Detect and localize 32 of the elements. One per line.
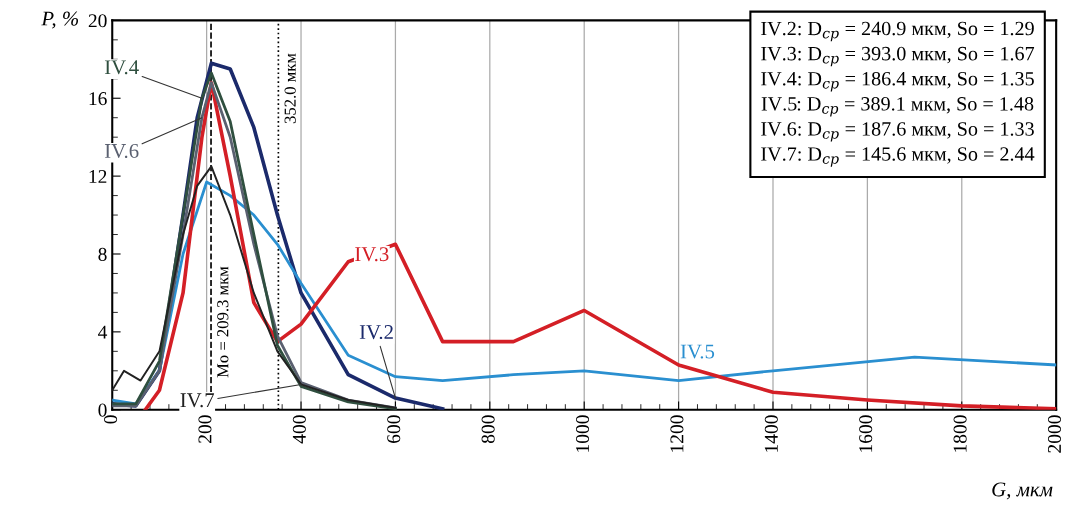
annotation: IV.7: D$_{ср}$ = 145.6 мкм, So = 2.44 (761, 147, 1035, 167)
ref-line-label: 352.0 мкм (284, 53, 296, 124)
annotation: IV.4: D$_{ср}$ = 186.4 мкм, So = 1.35 (761, 71, 1034, 92)
text: IV.4 (104, 60, 139, 75)
x-tick-label: 600 (387, 415, 401, 443)
x-tick-label: 400 (292, 415, 306, 444)
x-axis-title: G, мкм (992, 482, 1053, 500)
series-label: IV.7 (180, 393, 215, 408)
text: IV.6 (104, 143, 139, 159)
x-tick-label: 1600 (859, 415, 873, 452)
x-tick-label: 1800 (953, 415, 967, 452)
series-label: IV.5 (680, 344, 715, 359)
y-tick-label: 0 (98, 403, 107, 417)
y-axis-title: P, % (41, 11, 79, 29)
annotation: IV.5: D$_{ср}$ = 389.1 мкм, So = 1.48 (761, 97, 1034, 117)
x-tick-label: 800 (481, 415, 495, 444)
annotation: IV.3: D$_{ср}$ = 393.0 мкм, So = 1.67 (761, 46, 1035, 67)
annotation: IV.6: D$_{ср}$ = 187.6 мкм, So = 1.33 (761, 122, 1034, 142)
ref-line-label: Mo = 209.3 мкм (217, 266, 229, 378)
y-tick-label: 16 (89, 92, 107, 106)
x-tick-label: 1000 (575, 415, 590, 452)
y-tick-label: 20 (88, 14, 107, 28)
y-tick-label: 8 (98, 247, 107, 261)
x-tick-label: 1200 (670, 415, 684, 452)
series-label: IV.2 (359, 325, 393, 340)
y-tick-label: 4 (98, 325, 108, 339)
annotation: IV.2: D$_{ср}$ = 240.9 мкм, So = 1.29 (761, 21, 1034, 42)
x-tick-label: 1400 (764, 415, 778, 452)
y-tick-label: 12 (89, 169, 107, 183)
series-label: IV.3 (355, 247, 389, 262)
x-tick-label: 200 (198, 415, 212, 443)
x-tick-label: 2000 (1047, 415, 1062, 453)
